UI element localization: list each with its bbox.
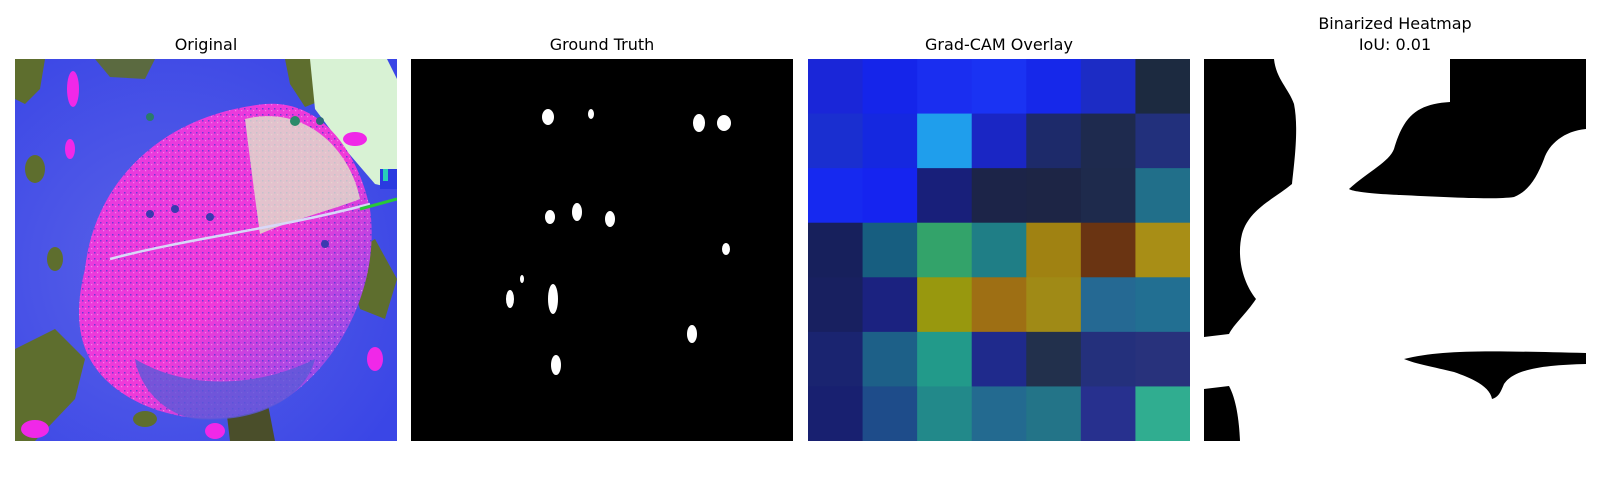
gradcam-cell: [1026, 113, 1082, 169]
gradcam-cell: [1135, 386, 1190, 441]
mask-blob: [551, 355, 561, 375]
gradcam-cell: [1135, 113, 1190, 169]
mask-blob: [722, 243, 730, 255]
ground-truth-title: Ground Truth: [549, 35, 655, 54]
iou-score-label: IoU: 0.01: [1358, 35, 1432, 54]
binarized-heatmap-title-line1: Binarized Heatmap: [1318, 14, 1472, 33]
gradcam-cell: [1080, 59, 1136, 115]
mask-blob: [687, 325, 697, 343]
ground-truth-mask: [411, 59, 793, 441]
gradcam-cell: [971, 277, 1027, 333]
gradcam-cell: [1026, 331, 1082, 387]
binarized-region: [1349, 59, 1586, 199]
binarized-heatmap-panel: [1204, 59, 1586, 441]
original-image-panel: [15, 59, 397, 441]
gradcam-cell: [808, 113, 864, 169]
mask-blob: [520, 275, 524, 283]
mask-blob: [605, 211, 615, 227]
ground-truth-panel: [411, 59, 793, 441]
gradcam-cell: [1026, 59, 1082, 115]
binarized-region: [1204, 59, 1297, 337]
gradcam-cell: [808, 222, 864, 278]
binarized-heatmap-title: Binarized Heatmap IoU: 0.01: [1204, 13, 1586, 55]
gradcam-cell: [1135, 331, 1190, 387]
gradcam-cell: [1135, 59, 1190, 115]
gradcam-cell: [917, 331, 973, 387]
binarized-heatmap-mask: [1204, 59, 1586, 441]
gradcam-cell: [1080, 222, 1136, 278]
gradcam-cell: [971, 59, 1027, 115]
mask-blob: [548, 284, 558, 314]
gradcam-cell: [1080, 277, 1136, 333]
gradcam-cell: [917, 168, 973, 224]
gradcam-overlay-title: Grad-CAM Overlay: [925, 35, 1073, 54]
gradcam-cell: [917, 277, 973, 333]
gradcam-cell: [971, 222, 1027, 278]
mask-blob: [717, 115, 731, 131]
gradcam-cell: [971, 331, 1027, 387]
gradcam-cell: [1080, 168, 1136, 224]
gradcam-cell: [1026, 386, 1082, 441]
gradcam-cell: [1080, 113, 1136, 169]
mask-blob: [506, 290, 514, 308]
gradcam-cell: [862, 113, 918, 169]
mask-blob: [572, 203, 582, 221]
original-leaf-image: [15, 59, 397, 441]
gradcam-cell: [808, 386, 864, 441]
gradcam-cell: [1080, 386, 1136, 441]
binarized-region: [1404, 351, 1586, 399]
gradcam-cell: [1135, 222, 1190, 278]
gradcam-cell: [917, 113, 973, 169]
gradcam-cell: [1080, 331, 1136, 387]
gradcam-cell: [808, 277, 864, 333]
gradcam-cell: [1026, 168, 1082, 224]
original-title: Original: [174, 35, 238, 54]
gradcam-cell: [862, 59, 918, 115]
gradcam-cell: [1135, 277, 1190, 333]
gradcam-cell: [1135, 168, 1190, 224]
gradcam-cell: [971, 113, 1027, 169]
gradcam-cell: [862, 222, 918, 278]
gradcam-cell: [808, 168, 864, 224]
gradcam-cell: [917, 59, 973, 115]
mask-blob: [693, 114, 705, 132]
gradcam-cell: [862, 386, 918, 441]
binarized-region: [1204, 386, 1240, 441]
gradcam-cell: [1026, 222, 1082, 278]
gradcam-cell: [808, 331, 864, 387]
gradcam-overlay-panel: [808, 59, 1190, 441]
gradcam-cell: [971, 386, 1027, 441]
mask-blob: [542, 109, 554, 125]
mask-blob: [545, 210, 555, 224]
gradcam-cell: [1026, 277, 1082, 333]
gradcam-heatmap-grid: [808, 59, 1190, 441]
gradcam-cell: [862, 331, 918, 387]
gradcam-cell: [862, 168, 918, 224]
gradcam-cell: [917, 222, 973, 278]
gradcam-cell: [917, 386, 973, 441]
gradcam-cell: [808, 59, 864, 115]
gradcam-cell: [862, 277, 918, 333]
gradcam-cell: [971, 168, 1027, 224]
mask-blob: [588, 109, 594, 119]
